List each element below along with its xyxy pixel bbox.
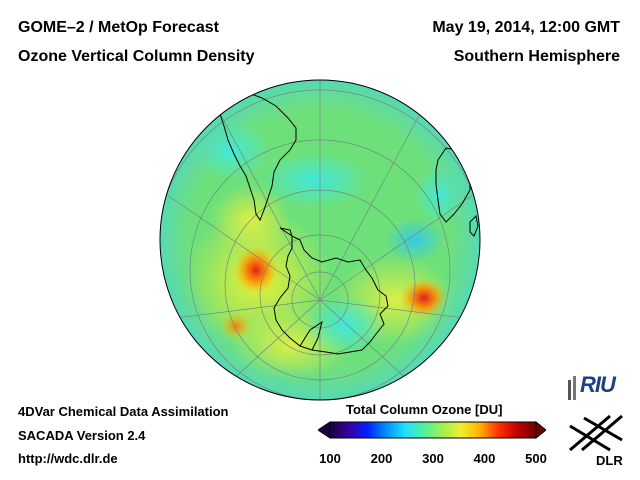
dlr-logo-text: DLR [596, 453, 623, 468]
colorbar-tick: 300 [422, 451, 444, 466]
colorbar-tick: 100 [319, 451, 341, 466]
ross-ice-shelf [299, 320, 323, 351]
footer-method: 4DVar Chemical Data Assimilation [18, 404, 229, 419]
dlr-logo-icon [569, 414, 623, 452]
title-quantity: Ozone Vertical Column Density [18, 48, 255, 65]
colorbar-tick: 400 [473, 451, 496, 466]
globe-field [160, 80, 480, 400]
south-america-coast [219, 91, 297, 222]
title-instrument: GOME–2 / MetOp Forecast [18, 19, 219, 36]
colorbar-high-arrow [535, 420, 546, 440]
colorbar-title: Total Column Ozone [DU] [346, 402, 503, 417]
title-date: May 19, 2014, 12:00 GMT [432, 19, 620, 36]
colorbar-gradient [329, 421, 537, 439]
antarctica-coast [273, 235, 389, 355]
colorbar-tick: 200 [370, 451, 393, 466]
colorbar [318, 420, 546, 440]
colorbar-low-arrow [318, 421, 331, 439]
riu-logo-text: RIU [580, 372, 616, 397]
riu-logo-mark [568, 376, 576, 400]
graticule [160, 80, 480, 400]
colorbar-tick: 500 [525, 451, 547, 466]
antarctic-peninsula [279, 227, 293, 238]
globe-outline [159, 79, 481, 401]
footer-version: SACADA Version 2.4 [18, 428, 146, 443]
title-region: Southern Hemisphere [453, 48, 620, 65]
footer-url[interactable]: http://wdc.dlr.de [18, 451, 118, 466]
madagascar-coast [469, 214, 479, 237]
riu-logo: RIU [566, 372, 616, 398]
coastlines [219, 91, 479, 355]
